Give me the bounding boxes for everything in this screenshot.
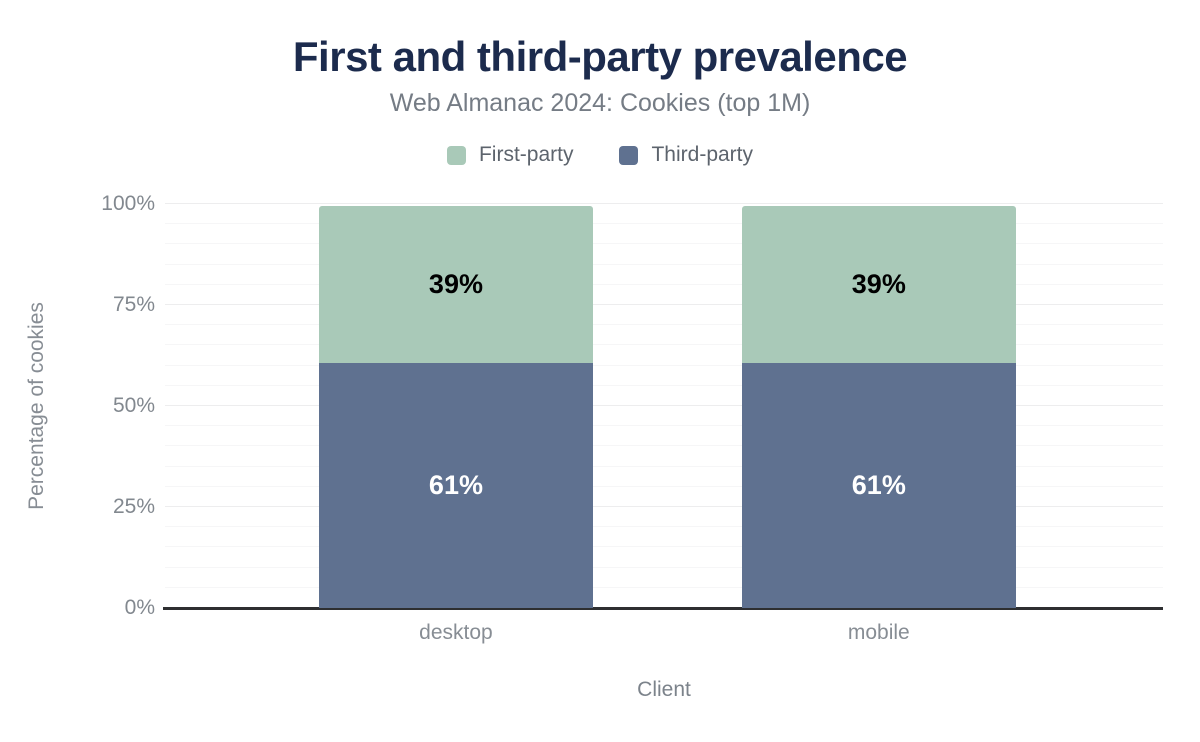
- legend-label: Third-party: [651, 143, 754, 166]
- gridline: [165, 425, 1163, 427]
- bar-segment-third-party-desktop[interactable]: 61%: [318, 362, 593, 608]
- y-axis-title: Percentage of cookies: [25, 302, 48, 510]
- gridline: [165, 223, 1163, 225]
- gridline: [165, 465, 1163, 467]
- gridline: [165, 304, 1163, 305]
- gridline: [165, 485, 1163, 487]
- bar-segment-first-party-mobile[interactable]: 39%: [741, 206, 1016, 363]
- gridline: [165, 283, 1163, 285]
- third-party-swatch-icon: [619, 145, 639, 165]
- gridline: [165, 344, 1163, 346]
- gridline: [165, 526, 1163, 528]
- gridline: [165, 506, 1163, 507]
- gridline: [165, 324, 1163, 326]
- y-tick-25: 25%: [112, 495, 155, 518]
- gridline: [165, 405, 1163, 406]
- gridline: [165, 384, 1163, 386]
- legend-label: First-party: [478, 143, 574, 166]
- y-tick-100: 100%: [101, 192, 155, 215]
- y-tick-75: 75%: [112, 293, 155, 316]
- y-tick-0: 0%: [124, 596, 155, 619]
- gridline: [165, 263, 1163, 265]
- gridline: [165, 445, 1163, 447]
- plot-area: 39% 61% 39% 61%: [163, 203, 1163, 610]
- legend: First-party Third-party: [0, 143, 1200, 167]
- chart-title: First and third-party prevalence: [292, 33, 908, 80]
- bar-segment-third-party-mobile[interactable]: 61%: [741, 362, 1016, 608]
- gridline: [165, 203, 1163, 204]
- bar-segment-first-party-desktop[interactable]: 39%: [318, 206, 593, 363]
- gridline: [165, 546, 1163, 548]
- x-axis-line: [163, 606, 1163, 610]
- x-label-desktop: desktop: [419, 621, 493, 644]
- chart-subtitle: Web Almanac 2024: Cookies (top 1M): [389, 89, 811, 117]
- y-tick-50: 50%: [112, 394, 155, 417]
- gridline: [165, 243, 1163, 245]
- legend-item-third-party[interactable]: Third-party: [619, 143, 753, 167]
- bar-mobile[interactable]: 39% 61%: [741, 206, 1016, 608]
- legend-item-first-party[interactable]: First-party: [446, 143, 574, 167]
- gridline: [165, 586, 1163, 588]
- bar-desktop[interactable]: 39% 61%: [318, 206, 593, 608]
- x-axis-title: Client: [637, 678, 691, 701]
- gridline: [165, 566, 1163, 568]
- gridline: [165, 364, 1163, 366]
- x-label-mobile: mobile: [847, 621, 910, 644]
- first-party-swatch-icon: [446, 145, 466, 165]
